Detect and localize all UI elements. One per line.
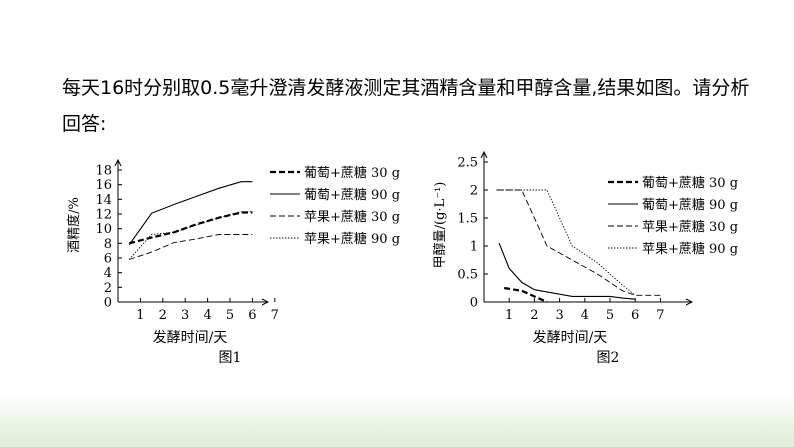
y-tick-label: 1 xyxy=(470,240,478,255)
legend-label-3: 苹果+蔗糖 30 g xyxy=(304,209,400,225)
y-tick-label: 0 xyxy=(104,296,112,311)
y-tick-label: 16 xyxy=(95,178,112,193)
chart-1: 1 2 3 4 5 6 7024681012141618酒精度/%发酵时间/天图1葡萄+蔗糖… xyxy=(66,158,400,366)
series-line-1 xyxy=(128,211,253,245)
series-line-3 xyxy=(129,234,253,260)
x-axis-arrow xyxy=(685,298,694,306)
series-line-3 xyxy=(496,189,661,296)
y-tick-label: 18 xyxy=(95,164,112,179)
x-tick-label: 3 xyxy=(555,308,563,323)
x-tick-label: 2 xyxy=(159,308,167,323)
y-tick-label: 14 xyxy=(95,193,112,208)
question-line-2: 回答: xyxy=(62,113,107,135)
question-text: 每天16时分别取0.5毫升澄清发酵液测定其酒精含量和甲醇含量,结果如图。请分析 … xyxy=(62,70,762,142)
series-line-2 xyxy=(498,242,636,300)
series-line-4 xyxy=(496,189,636,296)
x-tick-label: 4 xyxy=(203,308,211,323)
figure-caption: 图2 xyxy=(597,350,620,366)
y-tick-label: 0 xyxy=(470,296,478,311)
series-line-1 xyxy=(504,286,548,304)
legend-label-4: 苹果+蔗糖 90 g xyxy=(642,241,738,257)
legend-label-1: 葡萄+蔗糖 30 g xyxy=(304,165,400,181)
y-tick-label: 2 xyxy=(470,184,478,199)
legend-label-4: 苹果+蔗糖 90 g xyxy=(304,231,400,247)
x-tick-label: 7 xyxy=(271,308,279,323)
y-axis-arrow xyxy=(114,158,122,167)
chart-2: 1 2 3 4 5 6 7 0 0.5 1 1.5 2 2.5 甲醇量/(g·L⁻¹) 发酵时间/天图2 葡萄… xyxy=(432,150,738,366)
y-tick-label: 0.5 xyxy=(457,268,478,283)
y-tick-label: 2 xyxy=(104,281,112,296)
question-line-1: 每天16时分别取0.5毫升澄清发酵液测定其酒精含量和甲醇含量,结果如图。请分析 xyxy=(62,77,750,99)
y-tick-label: 8 xyxy=(104,237,112,252)
x-axis-label: 发酵时间/天 xyxy=(533,330,608,346)
x-axis-label: 发酵时间/天 xyxy=(153,330,228,346)
legend-label-2: 葡萄+蔗糖 90 g xyxy=(304,187,400,203)
y-tick-label: 1.5 xyxy=(457,212,478,227)
x-tick-label: 3 xyxy=(181,308,189,323)
x-tick-label: 5 xyxy=(606,308,614,323)
legend-label-3: 苹果+蔗糖 30 g xyxy=(642,219,738,235)
x-axis-arrow xyxy=(261,298,270,306)
bottom-decorative-band xyxy=(0,393,794,447)
x-tick-label: 2 xyxy=(530,308,538,323)
x-tick-label: 1 xyxy=(136,308,144,323)
y-axis-label: 甲醇量/(g·L⁻¹) xyxy=(432,182,448,269)
x-tick-label: 4 xyxy=(581,308,589,323)
x-tick-label: 7 xyxy=(656,308,664,323)
y-tick-label: 10 xyxy=(95,222,112,237)
legend-label-1: 葡萄+蔗糖 30 g xyxy=(642,175,738,191)
figure-caption: 图1 xyxy=(219,350,242,366)
series-line-2 xyxy=(128,181,253,246)
y-tick-label: 4 xyxy=(104,266,112,281)
y-axis-label: 酒精度/% xyxy=(66,197,82,253)
series-line-4 xyxy=(128,211,253,260)
y-tick-label: 12 xyxy=(95,208,112,223)
legend-label-2: 葡萄+蔗糖 90 g xyxy=(642,197,738,213)
y-tick-label: 6 xyxy=(104,252,112,267)
y-axis-arrow xyxy=(480,150,488,159)
x-tick-label: 1 xyxy=(505,308,513,323)
y-tick-label: 2.5 xyxy=(457,156,478,171)
x-tick-label: 5 xyxy=(226,308,234,323)
x-tick-label: 6 xyxy=(248,308,256,323)
x-tick-label: 6 xyxy=(631,308,639,323)
